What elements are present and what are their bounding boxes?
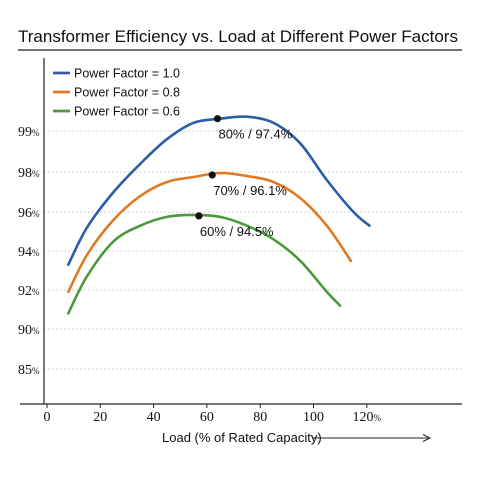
- legend-label: Power Factor = 0.8: [74, 86, 180, 100]
- y-tick-label: 94%: [18, 245, 40, 260]
- x-tick-label: 0: [44, 410, 51, 425]
- y-tick-label: 92%: [18, 284, 40, 299]
- grid: 99% 98% 96% 94% 92% 90% 85%: [18, 125, 462, 378]
- x-axis-label: Load (% of Rated Capacity): [162, 430, 322, 445]
- x-tick-label: 20: [93, 410, 107, 425]
- peak-annotation: 70% / 96.1%: [213, 183, 287, 198]
- y-tick-label: 90%: [18, 323, 40, 338]
- series-lines: [67, 115, 371, 315]
- peak-marker: [213, 115, 222, 123]
- peak-marker: [195, 212, 203, 220]
- arrow-head-icon: [422, 434, 432, 442]
- x-tick-label: 40: [147, 410, 161, 425]
- x-tick-label: 80: [253, 410, 267, 425]
- series-line-2: [67, 171, 353, 294]
- series-line-3: [67, 213, 342, 315]
- peak-annotation: 60% / 94.5%: [200, 224, 274, 239]
- chart-title: Transformer Efficiency vs. Load at Diffe…: [18, 27, 458, 46]
- x-axis-label-group: Load (% of Rated Capacity): [162, 430, 432, 445]
- peak-markers: 80% / 97.4% 70% / 96.1% 60% / 94.5%: [195, 115, 293, 239]
- peak-annotation: 80% / 97.4%: [219, 127, 293, 142]
- x-tick-label: 60: [200, 410, 214, 425]
- x-tick-label: 120%: [353, 410, 382, 425]
- peak-marker: [208, 171, 216, 179]
- y-tick-label: 99%: [18, 125, 40, 140]
- y-tick-label: 85%: [18, 363, 40, 378]
- x-tick-label: 100: [303, 410, 324, 425]
- axes: 0 20 40 60 80 100 120%: [20, 58, 462, 425]
- y-tick-label: 96%: [18, 206, 40, 221]
- legend: Power Factor = 1.0 Power Factor = 0.8 Powe…: [53, 67, 180, 119]
- legend-label: Power Factor = 1.0: [74, 67, 180, 81]
- y-tick-label: 98%: [18, 166, 40, 181]
- legend-label: Power Factor = 0.6: [74, 105, 180, 119]
